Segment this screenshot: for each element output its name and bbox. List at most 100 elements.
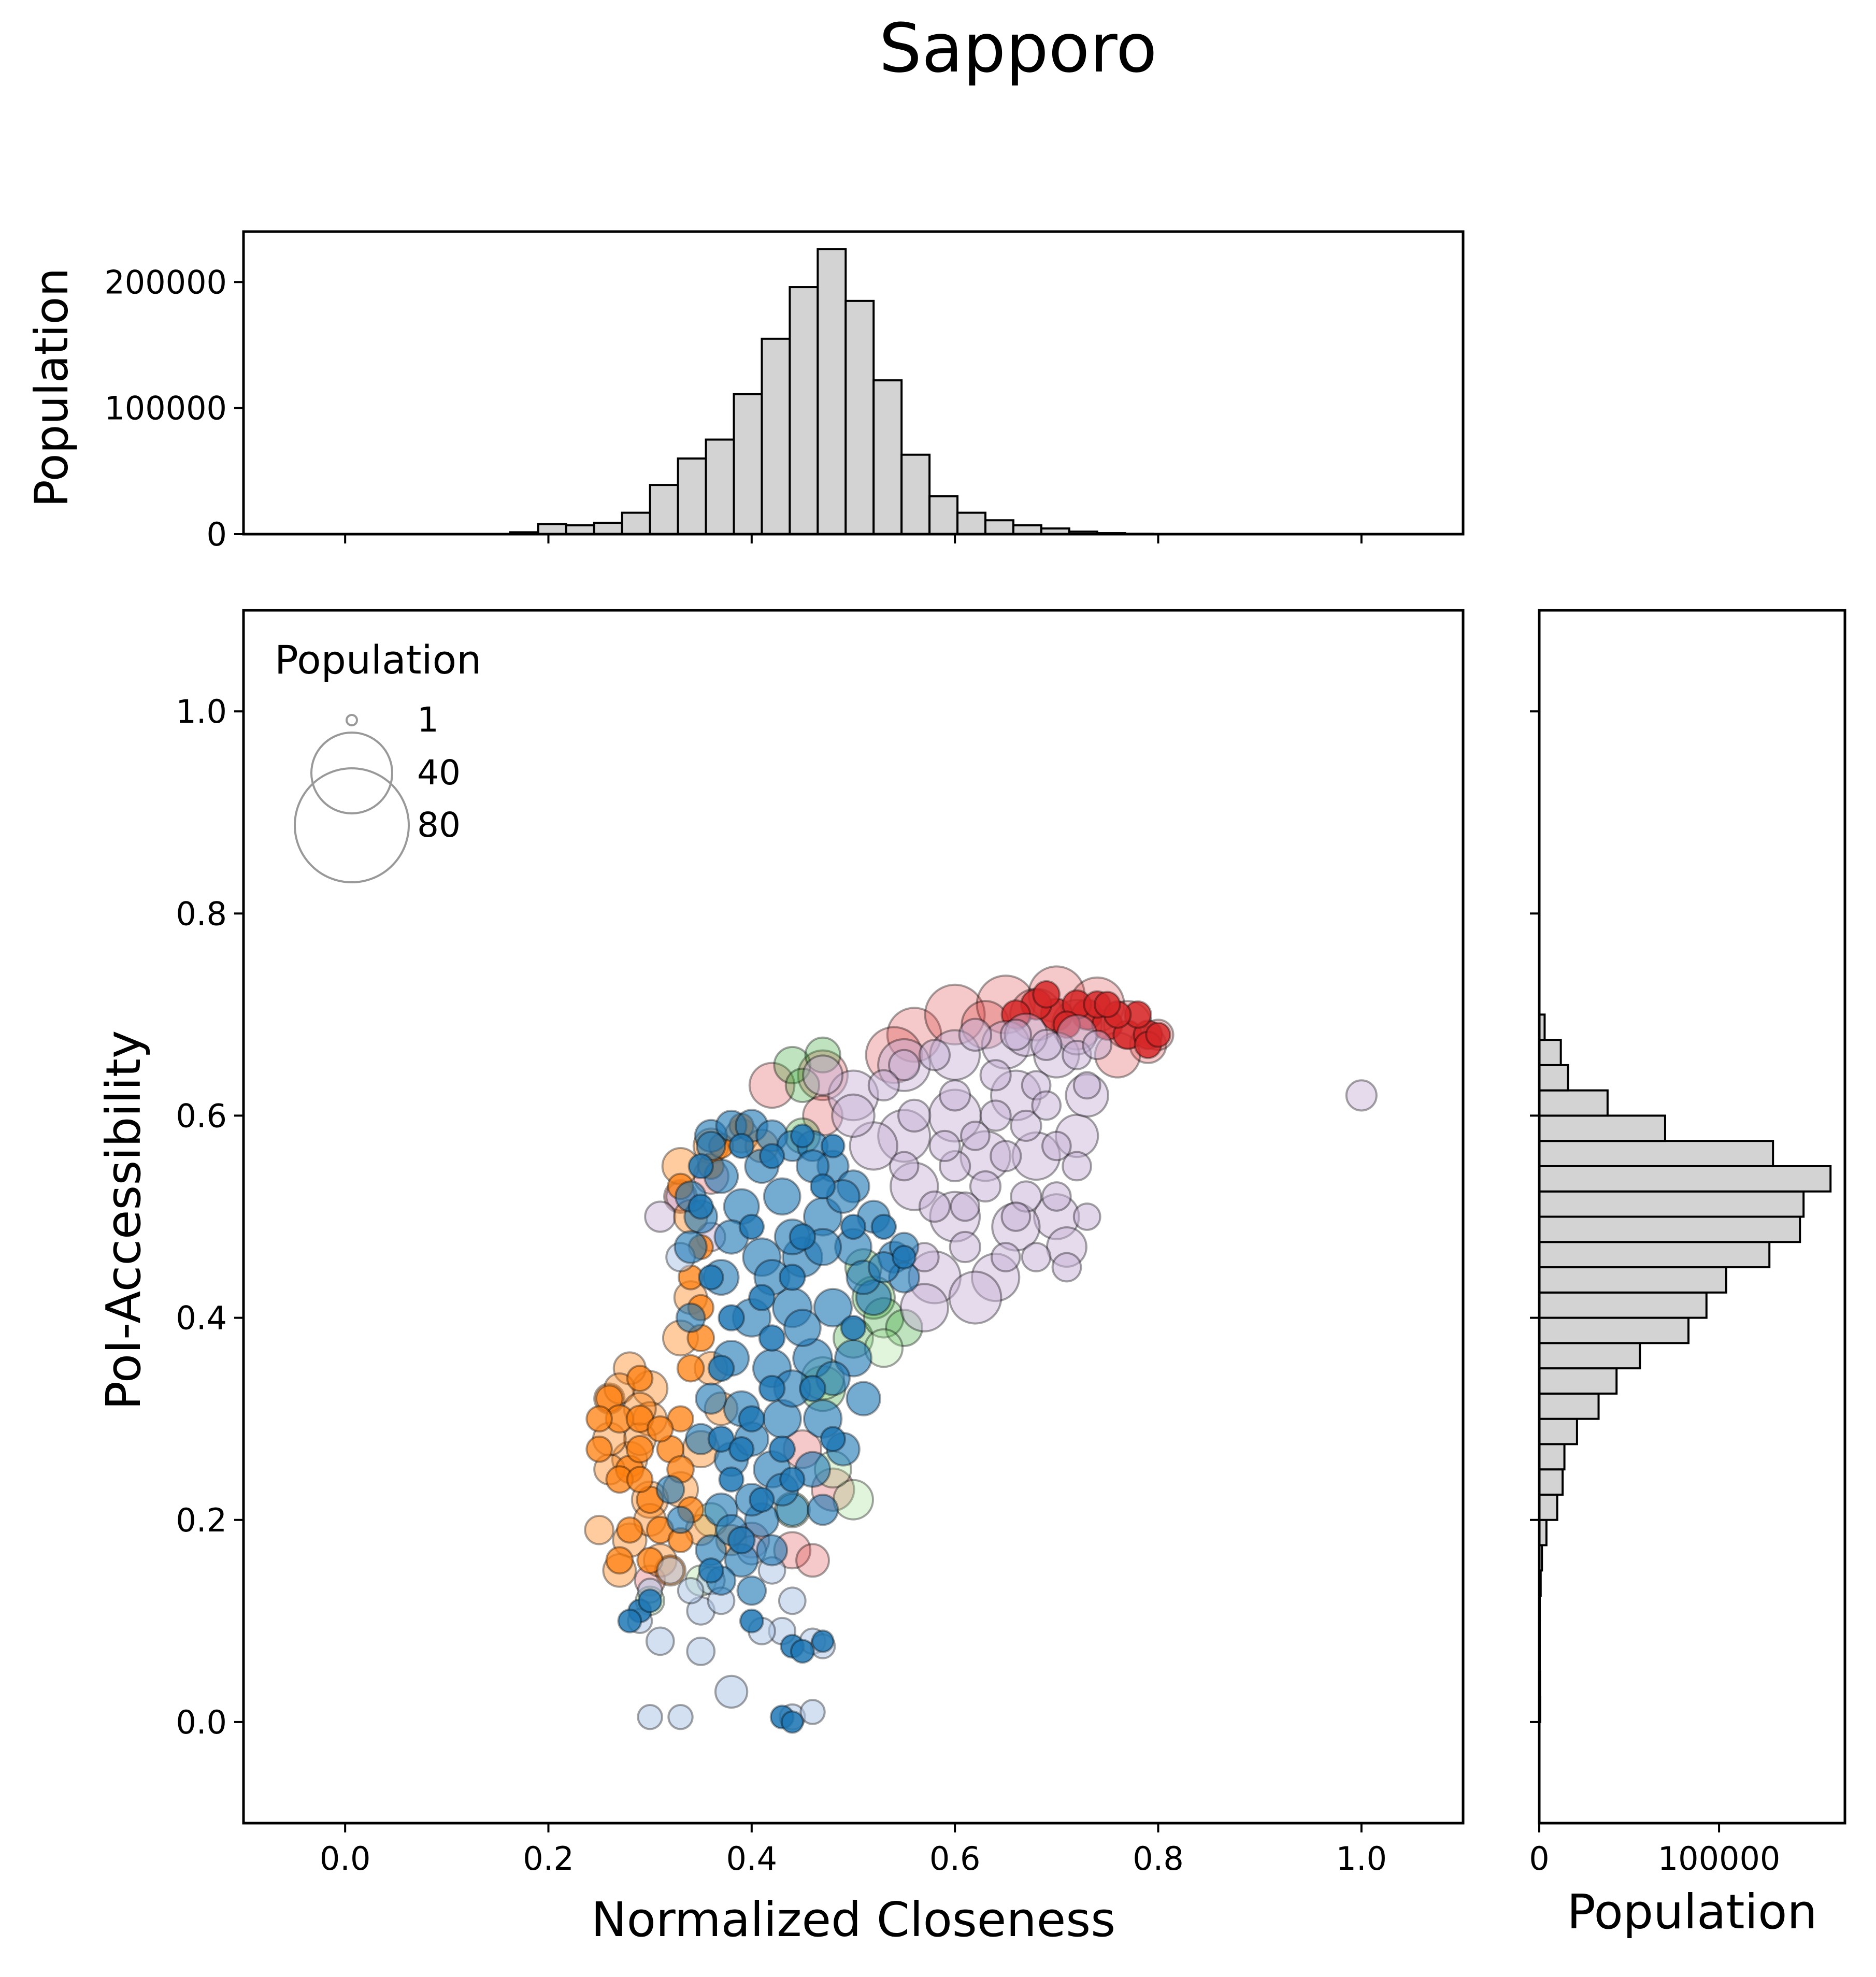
scatter-point (1031, 1090, 1062, 1121)
scatter-point (707, 1354, 735, 1382)
scatter-point (885, 1309, 924, 1348)
size-legend-title: Population (275, 637, 481, 683)
scatter-point (990, 1140, 1022, 1172)
scatter-point (667, 1703, 694, 1730)
scatter-point (789, 1223, 817, 1251)
x-tick-label: 0.2 (523, 1840, 574, 1878)
scatter-point (758, 1324, 786, 1352)
scatter-point (831, 1093, 876, 1138)
right-histogram-bar (1538, 1493, 1558, 1521)
scatter-point (999, 1019, 1032, 1051)
scatter-point (784, 1067, 821, 1104)
top-histogram-bar (928, 495, 959, 535)
top-histogram-bar (900, 453, 931, 536)
y-tick-label: 0.8 (176, 895, 227, 933)
scatter-point (918, 1190, 951, 1223)
scatter-point (778, 1586, 807, 1615)
scatter-point (813, 1287, 853, 1328)
scatter-point (1030, 1028, 1063, 1061)
scatter-point (1010, 1109, 1042, 1142)
scatter-point (1072, 1071, 1101, 1100)
scatter-point (644, 1200, 677, 1233)
scatter-point (646, 1415, 674, 1443)
top-histogram-bar (984, 519, 1014, 536)
x-tick-label: 0.4 (726, 1840, 778, 1878)
chart-title: Sapporo (879, 9, 1157, 88)
top-histogram-y-tick-label: 100000 (104, 390, 227, 427)
scatter-plot: 0.0 0.2 0.4 0.6 0.8 1.0 0.0 0.2 0.4 0.6 0.8 1.0 No… (96, 609, 1465, 1947)
right-histogram-bar (1538, 1064, 1569, 1092)
scatter-point (656, 1556, 685, 1585)
scatter-point (820, 1133, 846, 1158)
scatter-point (768, 1435, 796, 1463)
top-histogram-bar (565, 524, 595, 536)
scatter-point (625, 1435, 654, 1464)
top-histogram-bar (705, 438, 735, 535)
scatter-point (779, 1466, 806, 1493)
right-histogram-bar (1538, 1342, 1641, 1370)
scatter-point (739, 1608, 764, 1634)
scatter-point (738, 1405, 766, 1433)
top-histogram-bar (677, 457, 707, 535)
scatter-point (1000, 1201, 1032, 1232)
size-legend-label: 80 (417, 805, 461, 845)
top-histogram-bar (761, 337, 791, 535)
scatter-point (728, 1133, 755, 1159)
scatter-point (688, 1193, 714, 1220)
scatter-point (802, 1054, 844, 1096)
scatter-point (811, 1629, 835, 1653)
scatter-point (928, 1129, 961, 1163)
scatter-point (738, 1213, 765, 1240)
size-legend-marker (346, 714, 358, 726)
scatter-point (1345, 1079, 1378, 1112)
right-histogram: 0 100000 Population (1529, 609, 1846, 1940)
scatter-point (755, 1534, 789, 1567)
x-tick-label: 0.8 (1133, 1840, 1184, 1878)
scatter-point (948, 1270, 1003, 1325)
right-histogram-bar (1538, 1165, 1832, 1193)
scatter-point (960, 1121, 991, 1151)
scatter-point (637, 1703, 663, 1730)
top-histogram-y-tick-label: 200000 (104, 263, 227, 301)
scatter-point (698, 1557, 724, 1584)
scatter-point (939, 1079, 971, 1112)
scatter-point (688, 1153, 714, 1180)
scatter-point (676, 1354, 705, 1383)
scatter-point (1021, 1242, 1052, 1272)
scatter-cluster (617, 1123, 917, 1734)
scatter-point (585, 1405, 613, 1433)
right-histogram-bar (1538, 1443, 1566, 1471)
scatter-points (584, 965, 1378, 1734)
y-tick-label: 0.0 (176, 1703, 227, 1741)
top-histogram-bar (621, 511, 651, 536)
scatter-point (674, 1230, 708, 1264)
scatter-point (616, 1516, 643, 1544)
scatter-point (637, 1588, 663, 1613)
scatter-point (979, 1099, 1012, 1132)
top-histogram-bar (789, 286, 819, 535)
scatter-point (790, 1639, 815, 1664)
scatter-point (1041, 1181, 1072, 1212)
size-legend-marker (294, 767, 410, 883)
right-histogram-bar (1538, 1417, 1578, 1445)
scatter-point (605, 1546, 634, 1575)
right-histogram-bar (1538, 1367, 1618, 1395)
scatter-point (667, 1405, 694, 1433)
scatter-point (979, 1059, 1012, 1092)
scatter-point (714, 1674, 749, 1709)
right-histogram-bar (1538, 1190, 1805, 1218)
scatter-point (807, 1494, 839, 1526)
scatter-point (718, 1304, 745, 1331)
scatter-point (797, 1049, 849, 1101)
right-histogram-bar (1538, 1114, 1666, 1142)
y-tick-label: 1.0 (176, 693, 227, 730)
top-histogram-bar (956, 511, 987, 536)
scatter-point (758, 1374, 786, 1402)
scatter-point (584, 1514, 614, 1545)
right-histogram-bar (1538, 1039, 1562, 1066)
top-histogram-bar (817, 248, 847, 536)
scatter-cluster (1000, 980, 1171, 1059)
right-histogram-bar (1538, 1241, 1771, 1269)
right-histogram-bar (1538, 1266, 1727, 1294)
